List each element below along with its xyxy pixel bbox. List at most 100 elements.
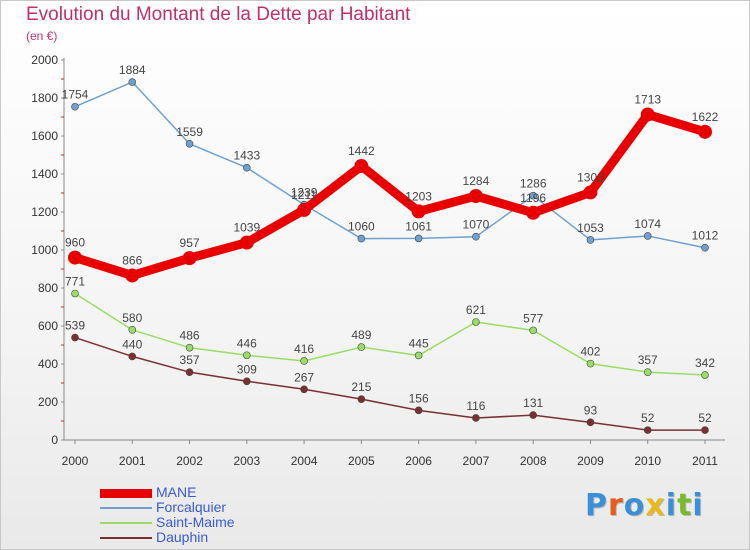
data-point-dauphin — [71, 333, 79, 342]
legend-label: MANE — [156, 484, 197, 500]
y-tick-label: 800 — [38, 281, 58, 295]
data-label-mane: 866 — [122, 253, 142, 267]
legend-label: Dauphin — [156, 529, 209, 545]
data-label-forcalquier: 1053 — [577, 221, 604, 235]
chart-title: Evolution du Montant de la Dette par Hab… — [26, 4, 411, 25]
legend-item-saint-maime: Saint-Maime — [100, 514, 320, 530]
data-label-saint-maime: 577 — [523, 311, 543, 325]
data-point-saint-maime — [243, 351, 251, 360]
series-line-forcalquier — [74, 81, 706, 249]
data-point-mane — [297, 202, 312, 217]
data-label-dauphin: 357 — [180, 353, 200, 367]
data-label-dauphin: 539 — [65, 319, 85, 333]
data-label-mane: 1196 — [520, 191, 546, 205]
data-label-dauphin: 440 — [122, 337, 142, 351]
data-label-dauphin: 309 — [237, 362, 257, 376]
legend-item-dauphin: Dauphin — [100, 529, 320, 545]
x-tick-label: 2006 — [405, 454, 432, 468]
data-point-dauphin — [300, 385, 308, 394]
data-label-mane: 960 — [65, 236, 85, 250]
data-label-saint-maime: 445 — [409, 336, 429, 350]
data-point-mane — [354, 159, 369, 174]
data-label-saint-maime: 489 — [351, 328, 371, 342]
data-label-forcalquier: 1061 — [405, 219, 432, 233]
data-point-saint-maime — [586, 359, 595, 368]
data-point-saint-maime — [414, 351, 423, 360]
data-label-mane: 1284 — [463, 174, 490, 188]
y-tick-label: 2000 — [31, 53, 58, 67]
y-tick-label: 1600 — [31, 129, 58, 143]
data-point-dauphin — [128, 352, 137, 361]
legend-swatch — [100, 488, 152, 498]
data-label-mane: 1303 — [577, 170, 604, 184]
data-point-dauphin — [643, 426, 652, 434]
data-label-forcalquier: 1060 — [348, 220, 375, 234]
data-point-dauphin — [243, 377, 251, 386]
x-tick-label: 2001 — [119, 454, 146, 468]
data-point-dauphin — [529, 411, 537, 419]
data-point-saint-maime — [300, 357, 308, 365]
data-label-forcalquier: 1012 — [692, 229, 719, 243]
data-point-saint-maime — [643, 368, 652, 376]
data-point-forcalquier — [701, 243, 709, 252]
data-point-forcalquier — [529, 191, 537, 200]
x-tick-label: 2002 — [176, 454, 203, 468]
data-label-saint-maime: 446 — [237, 336, 257, 350]
data-label-saint-maime: 580 — [122, 311, 142, 325]
data-label-saint-maime: 342 — [695, 356, 715, 370]
data-label-mane: 1039 — [233, 221, 260, 235]
y-tick-label: 200 — [38, 395, 58, 409]
data-point-mane — [583, 185, 598, 200]
data-point-mane — [125, 268, 140, 283]
data-point-saint-maime — [128, 325, 137, 334]
data-point-mane — [698, 124, 712, 139]
data-label-dauphin: 116 — [466, 399, 485, 413]
data-label-dauphin: 131 — [523, 396, 543, 410]
data-label-dauphin: 267 — [294, 370, 314, 384]
data-point-mane — [640, 107, 655, 122]
legend-label: Forcalquier — [156, 499, 227, 515]
data-label-forcalquier: 1884 — [119, 63, 146, 77]
data-label-dauphin: 52 — [698, 411, 712, 425]
series-line-dauphin — [74, 336, 706, 431]
data-label-forcalquier: 1433 — [233, 149, 260, 163]
legend-item-mane: MANE — [100, 484, 320, 500]
y-tick-label: 400 — [38, 357, 58, 371]
data-point-mane — [411, 204, 426, 219]
data-point-mane — [68, 250, 82, 265]
data-label-mane: 1442 — [348, 144, 375, 158]
legend-swatch — [100, 522, 152, 524]
data-label-mane: 1203 — [405, 189, 432, 203]
data-label-saint-maime: 357 — [638, 353, 658, 367]
data-label-dauphin: 215 — [351, 380, 371, 394]
data-label-forcalquier: 1070 — [463, 218, 490, 232]
data-label-saint-maime: 486 — [180, 329, 200, 343]
data-label-dauphin: 52 — [641, 411, 655, 425]
data-point-forcalquier — [185, 139, 194, 148]
data-point-forcalquier — [414, 234, 423, 243]
legend-swatch — [100, 507, 152, 509]
data-label-forcalquier: 1074 — [634, 217, 661, 231]
data-label-dauphin: 93 — [584, 403, 598, 417]
data-point-mane — [239, 235, 254, 250]
legend-label: Saint-Maime — [156, 514, 235, 530]
data-point-mane — [526, 205, 541, 220]
data-point-forcalquier — [357, 234, 366, 243]
data-label-forcalquier: 1754 — [62, 88, 89, 102]
data-label-saint-maime: 621 — [466, 303, 486, 317]
data-point-saint-maime — [701, 371, 709, 379]
data-label-mane: 1713 — [634, 93, 661, 107]
data-label-saint-maime: 402 — [580, 345, 600, 359]
x-tick-label: 2010 — [634, 454, 661, 468]
data-point-saint-maime — [357, 343, 366, 351]
y-tick-label: 1800 — [31, 91, 58, 105]
data-point-forcalquier — [586, 236, 595, 244]
legend-item-forcalquier: Forcalquier — [100, 499, 320, 515]
data-label-mane: 957 — [180, 236, 200, 250]
data-point-dauphin — [586, 418, 595, 427]
data-label-saint-maime: 416 — [294, 342, 314, 356]
chart-unit: (en €) — [26, 29, 58, 43]
data-point-forcalquier — [243, 163, 251, 172]
data-label-forcalquier: 1239 — [291, 186, 318, 200]
